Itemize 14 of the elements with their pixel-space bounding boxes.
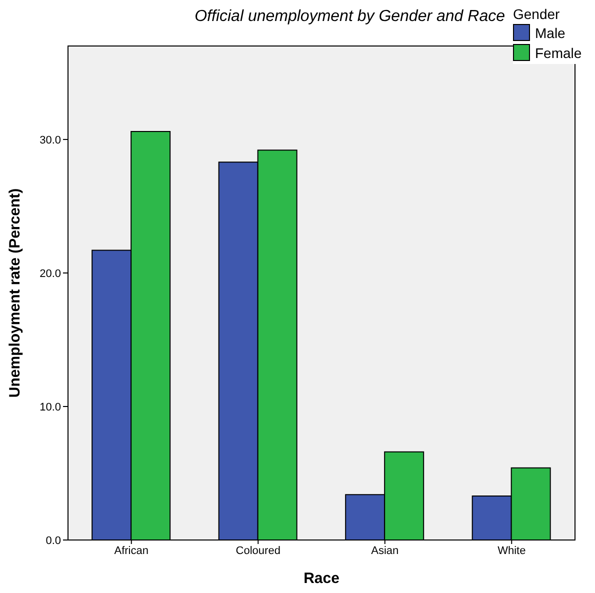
x-tick-label: White bbox=[498, 544, 526, 557]
x-tick-label: African bbox=[114, 544, 148, 557]
y-tick-label: 20.0 bbox=[40, 268, 61, 280]
legend-label: Female bbox=[535, 44, 582, 60]
y-tick-label: 30.0 bbox=[40, 134, 61, 146]
legend-label: Male bbox=[535, 24, 566, 40]
x-axis-title: Race bbox=[304, 570, 340, 587]
y-axis-title: Unemployment rate (Percent) bbox=[6, 188, 24, 398]
x-tick-label: Asian bbox=[371, 544, 399, 557]
y-tick-label: 10.0 bbox=[40, 401, 61, 414]
legend-title: Gender bbox=[513, 6, 561, 22]
y-tick-label: 0.0 bbox=[46, 534, 61, 547]
chart-title: Official unemployment by Gender and Race bbox=[194, 8, 505, 26]
x-tick-label: Coloured bbox=[236, 544, 280, 557]
